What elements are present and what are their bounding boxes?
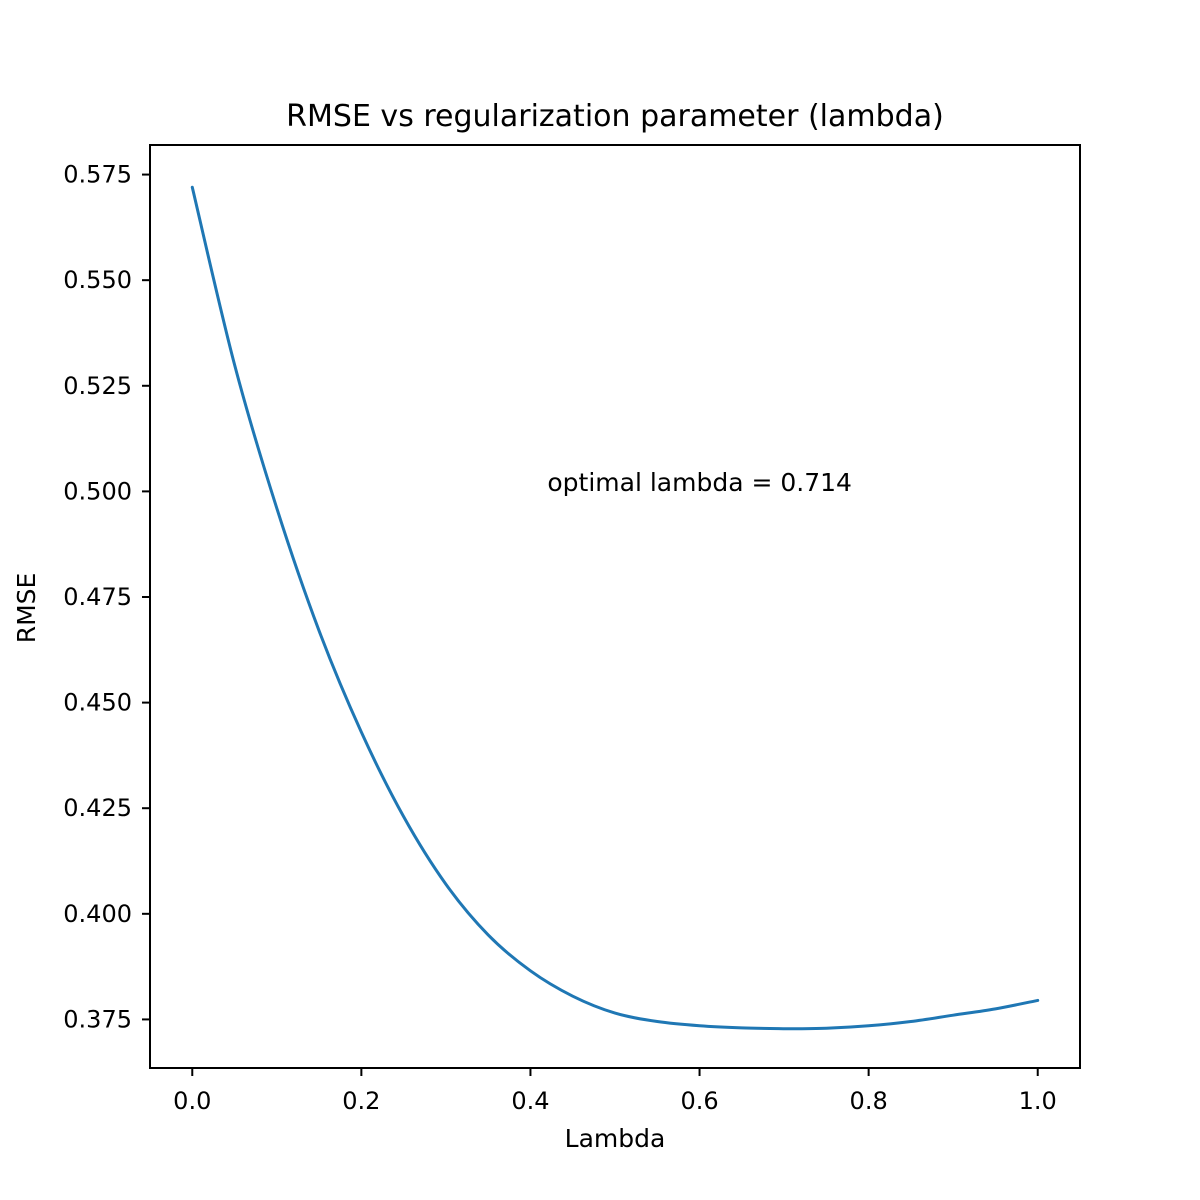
y-tick-label: 0.550 — [63, 266, 132, 294]
y-tick-label: 0.525 — [63, 372, 132, 400]
y-tick-label: 0.575 — [63, 161, 132, 189]
x-tick-label: 0.8 — [850, 1087, 888, 1115]
y-tick-label: 0.500 — [63, 477, 132, 505]
x-tick-label: 0.6 — [680, 1087, 718, 1115]
optimal-lambda-annotation: optimal lambda = 0.714 — [547, 468, 852, 497]
plot-frame — [149, 144, 1081, 1069]
y-tick-label: 0.450 — [63, 689, 132, 717]
x-axis-label: Lambda — [565, 1124, 666, 1153]
y-axis-label: RMSE — [12, 573, 41, 644]
x-tick-label: 1.0 — [1019, 1087, 1057, 1115]
chart-title: RMSE vs regularization parameter (lambda… — [286, 99, 944, 134]
y-tick-label: 0.475 — [63, 583, 132, 611]
y-tick-label: 0.400 — [63, 900, 132, 928]
series-group — [190, 185, 1040, 1031]
x-tick-label: 0.4 — [511, 1087, 549, 1115]
rmse-series-line — [190, 185, 1040, 1031]
x-tick-label: 0.0 — [173, 1087, 211, 1115]
y-tick-label: 0.375 — [63, 1005, 132, 1033]
x-axis-ticks: 0.0 0.2 0.4 0.6 0.8 1.0 — [173, 1068, 1057, 1115]
x-tick-label: 0.2 — [342, 1087, 380, 1115]
y-tick-label: 0.425 — [63, 794, 132, 822]
y-axis-ticks: 0.375 0.400 0.425 0.450 0.475 0.500 0.525 0.550… — [63, 161, 150, 1033]
